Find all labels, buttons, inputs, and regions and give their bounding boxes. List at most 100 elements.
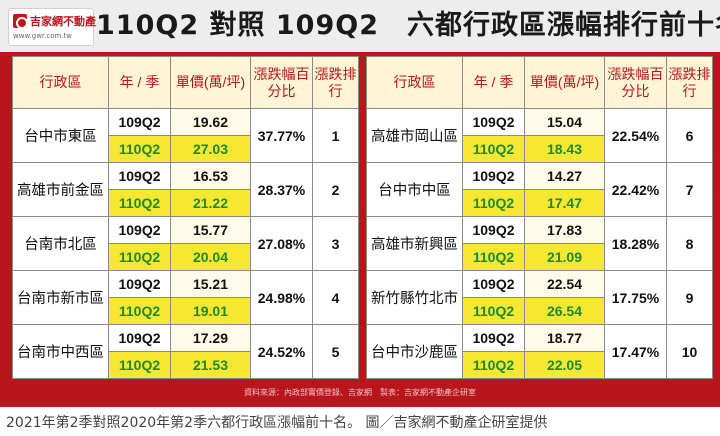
price-cell-current: 18.43 — [524, 135, 605, 163]
rank-cell: 7 — [666, 162, 713, 217]
pct-change-cell: 37.77% — [250, 108, 313, 163]
table-row: 台中市沙鹿區 109Q2 18.77 17.47% 10 — [366, 324, 713, 379]
table-header-row: 行政區 年 / 季 單價(萬/坪) 漲跌幅百分比 漲跌排行 — [366, 56, 713, 109]
price-cell-current: 20.04 — [170, 243, 251, 271]
table-row: 台南市中西區 109Q2 17.29 24.52% 5 — [12, 324, 359, 379]
pct-change-cell: 17.75% — [604, 270, 667, 325]
table-row: 110Q2 21.53 — [13, 351, 359, 379]
pct-change-cell: 24.98% — [250, 270, 313, 325]
rank-cell: 2 — [312, 162, 359, 217]
district-cell: 新竹縣竹北市 — [366, 270, 463, 325]
brand-logo-icon — [13, 14, 28, 29]
period-cell-previous: 109Q2 — [462, 162, 525, 190]
table-row: 高雄市岡山區 109Q2 15.04 22.54% 6 — [366, 108, 713, 163]
table-row: 110Q2 22.05 — [367, 351, 713, 379]
rank-cell: 3 — [312, 216, 359, 271]
ranking-table: 行政區 年 / 季 單價(萬/坪) 漲跌幅百分比 漲跌排行 高雄市岡山區 109Q… — [366, 56, 713, 379]
infographic-title: 110Q2 對照 109Q2 六都行政區漲幅排行前十名 — [96, 10, 720, 41]
period-cell-previous: 109Q2 — [108, 108, 171, 136]
price-cell-previous: 17.83 — [524, 216, 605, 244]
table-row: 110Q2 18.43 — [367, 135, 713, 163]
district-cell: 台中市東區 — [12, 108, 109, 163]
brand-logo-url: www.gwr.com.tw — [13, 32, 73, 40]
header-bar: 吉家網不動產 www.gwr.com.tw 110Q2 對照 109Q2 六都行… — [0, 0, 720, 52]
rank-cell: 9 — [666, 270, 713, 325]
table-row: 台中市東區 109Q2 19.62 37.77% 1 — [12, 108, 359, 163]
pct-change-cell: 22.54% — [604, 108, 667, 163]
header-price: 單價(萬/坪) — [524, 56, 605, 109]
pct-change-cell: 18.28% — [604, 216, 667, 271]
price-cell-current: 21.53 — [170, 351, 251, 379]
price-cell-current: 21.09 — [524, 243, 605, 271]
pct-change-cell: 22.42% — [604, 162, 667, 217]
period-cell-current: 110Q2 — [462, 243, 525, 271]
price-cell-previous: 15.77 — [170, 216, 251, 244]
rank-cell: 8 — [666, 216, 713, 271]
header-pct: 漲跌幅百分比 — [250, 56, 313, 109]
district-cell: 高雄市新興區 — [366, 216, 463, 271]
image-caption: 2021年第2季對照2020年第2季六都行政區漲幅前十名。 圖／吉家網不動產企研… — [6, 415, 548, 431]
price-cell-previous: 16.53 — [170, 162, 251, 190]
rank-cell: 10 — [666, 324, 713, 379]
header-period: 年 / 季 — [462, 56, 525, 109]
period-cell-previous: 109Q2 — [108, 162, 171, 190]
price-cell-previous: 15.21 — [170, 270, 251, 298]
table-body: 台中市東區 109Q2 19.62 37.77% 1 110Q2 27.03 高雄市前金區 10… — [12, 108, 359, 379]
price-cell-previous: 19.62 — [170, 108, 251, 136]
rank-cell: 1 — [312, 108, 359, 163]
pct-change-cell: 24.52% — [250, 324, 313, 379]
price-cell-previous: 15.04 — [524, 108, 605, 136]
ranking-infographic: 吉家網不動產 www.gwr.com.tw 110Q2 對照 109Q2 六都行… — [0, 0, 720, 407]
pct-change-cell: 27.08% — [250, 216, 313, 271]
price-cell-current: 17.47 — [524, 189, 605, 217]
district-cell: 台中市中區 — [366, 162, 463, 217]
rank-cell: 5 — [312, 324, 359, 379]
brand-logo: 吉家網不動產 www.gwr.com.tw — [8, 8, 96, 46]
district-cell: 台南市北區 — [12, 216, 109, 271]
ranking-table: 行政區 年 / 季 單價(萬/坪) 漲跌幅百分比 漲跌排行 台中市東區 109Q2… — [12, 56, 359, 379]
period-cell-previous: 109Q2 — [462, 270, 525, 298]
table-row: 110Q2 17.47 — [367, 189, 713, 217]
header-pct: 漲跌幅百分比 — [604, 56, 667, 109]
table-body: 高雄市岡山區 109Q2 15.04 22.54% 6 110Q2 18.43 台中市中區 10… — [366, 108, 713, 379]
rank-cell: 6 — [666, 108, 713, 163]
price-cell-previous: 14.27 — [524, 162, 605, 190]
table-row: 台南市新市區 109Q2 15.21 24.98% 4 — [12, 270, 359, 325]
ranking-table-right: 行政區 年 / 季 單價(萬/坪) 漲跌幅百分比 漲跌排行 高雄市岡山區 109Q… — [366, 56, 713, 379]
period-cell-previous: 109Q2 — [108, 324, 171, 352]
source-note: 資料來源：內政部實價登錄、吉家網 製表：吉家網不動產企研室 — [244, 388, 476, 397]
period-cell-current: 110Q2 — [108, 135, 171, 163]
period-cell-current: 110Q2 — [462, 189, 525, 217]
table-row: 高雄市新興區 109Q2 17.83 18.28% 8 — [366, 216, 713, 271]
district-cell: 台中市沙鹿區 — [366, 324, 463, 379]
table-row: 110Q2 27.03 — [13, 135, 359, 163]
header-period: 年 / 季 — [108, 56, 171, 109]
rank-cell: 4 — [312, 270, 359, 325]
table-row: 新竹縣竹北市 109Q2 22.54 17.75% 9 — [366, 270, 713, 325]
price-cell-current: 26.54 — [524, 297, 605, 325]
header-district: 行政區 — [12, 56, 109, 109]
pct-change-cell: 28.37% — [250, 162, 313, 217]
period-cell-current: 110Q2 — [108, 243, 171, 271]
price-cell-current: 27.03 — [170, 135, 251, 163]
header-rank: 漲跌排行 — [312, 56, 359, 109]
district-cell: 高雄市岡山區 — [366, 108, 463, 163]
price-cell-previous: 22.54 — [524, 270, 605, 298]
period-cell-current: 110Q2 — [462, 135, 525, 163]
price-cell-current: 21.22 — [170, 189, 251, 217]
district-cell: 高雄市前金區 — [12, 162, 109, 217]
ranking-table-left: 行政區 年 / 季 單價(萬/坪) 漲跌幅百分比 漲跌排行 台中市東區 109Q2… — [12, 56, 359, 379]
period-cell-previous: 109Q2 — [462, 324, 525, 352]
period-cell-current: 110Q2 — [108, 189, 171, 217]
price-cell-previous: 17.29 — [170, 324, 251, 352]
period-cell-previous: 109Q2 — [108, 216, 171, 244]
brand-logo-name: 吉家網不動產 — [30, 15, 96, 28]
period-cell-current: 110Q2 — [462, 351, 525, 379]
period-cell-previous: 109Q2 — [462, 108, 525, 136]
district-cell: 台南市中西區 — [12, 324, 109, 379]
period-cell-previous: 109Q2 — [462, 216, 525, 244]
table-row: 台南市北區 109Q2 15.77 27.08% 3 — [12, 216, 359, 271]
table-header-row: 行政區 年 / 季 單價(萬/坪) 漲跌幅百分比 漲跌排行 — [12, 56, 359, 109]
price-cell-current: 22.05 — [524, 351, 605, 379]
period-cell-current: 110Q2 — [108, 297, 171, 325]
